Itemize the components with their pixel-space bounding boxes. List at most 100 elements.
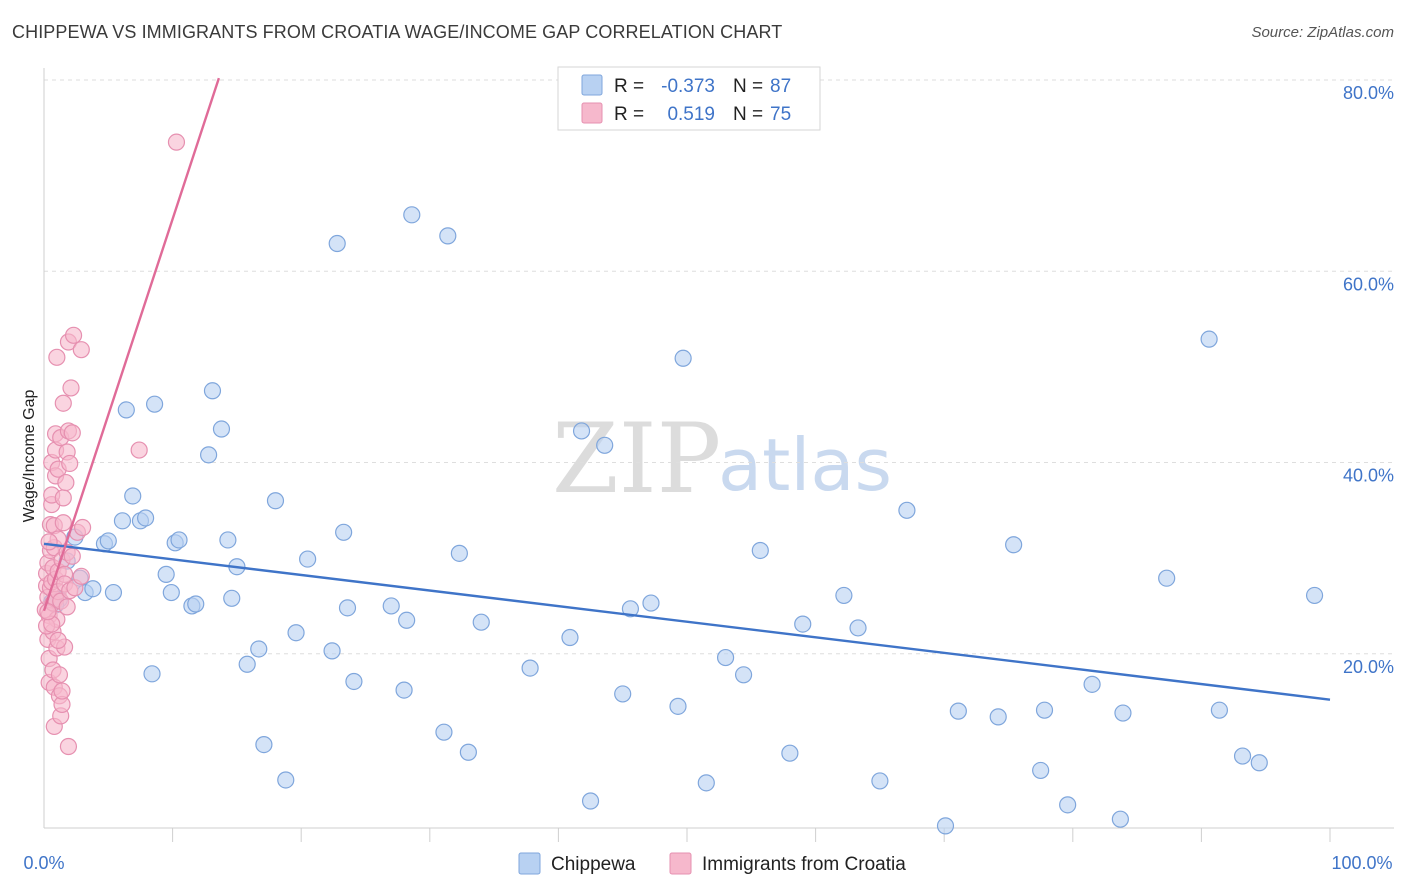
- series-legend: Chippewa Immigrants from Croatia: [518, 852, 906, 875]
- chart-title: CHIPPEWA VS IMMIGRANTS FROM CROATIA WAGE…: [12, 22, 783, 42]
- legend-n-value-chippewa: 87: [770, 76, 791, 97]
- legend-n-value-croatia: 75: [770, 104, 791, 125]
- croatia-point-31: [48, 348, 66, 366]
- chippewa-point-48: [459, 743, 477, 761]
- croatia-point-53: [58, 598, 76, 616]
- chippewa-point-85: [1305, 586, 1324, 605]
- croatia-point-44: [54, 514, 72, 532]
- croatia-point-71: [40, 533, 58, 551]
- trend-line-croatia: [42, 77, 221, 612]
- bottom-legend-swatch-croatia: [669, 852, 692, 875]
- chippewa-point-43: [398, 611, 416, 629]
- y-axis-label: Wage/Income Gap: [21, 390, 38, 523]
- chippewa-point-22: [187, 595, 205, 613]
- chippewa-point-59: [674, 349, 692, 367]
- legend-r-label-croatia: R =: [614, 104, 644, 125]
- chippewa-point-74: [1032, 761, 1050, 780]
- legend-n-label-chippewa: N =: [733, 76, 763, 97]
- croatia-point-74: [39, 603, 57, 621]
- x-tick-label-min: 0.0%: [23, 853, 64, 873]
- chippewa-point-12: [124, 487, 142, 505]
- chippewa-point-53: [581, 792, 600, 810]
- chippewa-point-75: [1035, 701, 1054, 719]
- chippewa-point-32: [266, 492, 285, 510]
- chippewa-point-10: [113, 512, 132, 530]
- chippewa-point-25: [212, 420, 231, 438]
- y-tick-label-20: 20.0%: [1343, 657, 1394, 677]
- chippewa-point-84: [1250, 754, 1268, 772]
- croatia-point-50: [57, 473, 75, 492]
- chippewa-point-56: [621, 600, 640, 618]
- chippewa-point-61: [716, 648, 735, 667]
- y-tick-label-80: 80.0%: [1343, 83, 1394, 103]
- y-tick-label-60: 60.0%: [1343, 274, 1394, 294]
- chippewa-point-83: [1233, 747, 1252, 765]
- series-croatia-points: [36, 133, 186, 756]
- chippewa-point-47: [450, 544, 468, 562]
- watermark-atlas: atlas: [718, 423, 892, 507]
- watermark-zip: ZIP: [552, 403, 721, 515]
- chippewa-point-57: [642, 594, 660, 612]
- chippewa-point-42: [395, 681, 413, 699]
- croatia-point-60: [63, 424, 81, 442]
- chippewa-point-44: [403, 206, 421, 224]
- chippewa-point-45: [435, 723, 453, 741]
- croatia-point-62: [64, 326, 83, 344]
- legend-r-value-croatia: 0.519: [667, 104, 715, 125]
- chippewa-point-33: [277, 771, 295, 789]
- croatia-point-56: [59, 737, 78, 756]
- chippewa-point-70: [936, 817, 955, 835]
- croatia-point-66: [72, 567, 90, 585]
- chippewa-point-54: [596, 436, 614, 454]
- chippewa-point-77: [1083, 675, 1101, 693]
- croatia-point-73: [49, 631, 67, 649]
- croatia-point-59: [62, 379, 80, 397]
- chippewa-point-81: [1200, 330, 1218, 348]
- chippewa-point-63: [751, 541, 769, 560]
- chippewa-point-36: [323, 642, 341, 660]
- chippewa-point-46: [439, 227, 457, 245]
- chippewa-point-8: [99, 532, 117, 550]
- chippewa-point-78: [1111, 810, 1129, 828]
- croatia-point-68: [130, 441, 148, 459]
- chippewa-point-24: [203, 382, 222, 400]
- chippewa-point-17: [157, 565, 175, 583]
- chippewa-point-76: [1059, 796, 1077, 814]
- legend-swatch-croatia: [581, 102, 603, 124]
- chippewa-point-73: [1005, 536, 1023, 554]
- legend-r-value-chippewa: -0.373: [661, 76, 715, 97]
- chippewa-point-11: [117, 401, 135, 419]
- chippewa-point-9: [104, 583, 123, 602]
- chippewa-point-72: [989, 708, 1007, 726]
- chippewa-point-15: [143, 665, 161, 683]
- croatia-point-58: [61, 454, 79, 473]
- chippewa-point-51: [561, 628, 579, 647]
- chippewa-point-67: [849, 619, 867, 637]
- chippewa-point-69: [898, 501, 916, 519]
- chippewa-point-20: [170, 531, 188, 549]
- chippewa-point-39: [338, 599, 357, 617]
- chippewa-point-58: [669, 697, 687, 715]
- chippewa-point-30: [250, 640, 268, 658]
- correlation-legend: R = -0.373 N = 87 R = 0.519 N = 75: [557, 66, 821, 131]
- y-tick-labels: 20.0% 40.0% 60.0% 80.0%: [1343, 83, 1394, 677]
- x-tick-label-max: 100.0%: [1331, 853, 1392, 873]
- croatia-point-67: [73, 518, 92, 537]
- chippewa-point-49: [472, 613, 490, 631]
- chippewa-point-16: [145, 395, 164, 413]
- chippewa-point-79: [1114, 704, 1132, 722]
- chippewa-point-37: [328, 234, 346, 253]
- series-chippewa-points: [43, 206, 1324, 835]
- legend-swatch-chippewa: [581, 74, 603, 96]
- y-tick-label-40: 40.0%: [1343, 466, 1394, 486]
- croatia-point-65: [72, 341, 90, 359]
- chippewa-point-35: [299, 550, 317, 568]
- croatia-point-37: [50, 666, 69, 684]
- chippewa-point-65: [794, 615, 812, 633]
- chippewa-point-23: [200, 446, 218, 464]
- chippewa-point-27: [223, 589, 241, 607]
- chippewa-point-80: [1158, 569, 1176, 587]
- chippewa-point-6: [84, 580, 102, 598]
- chippewa-point-62: [734, 666, 753, 684]
